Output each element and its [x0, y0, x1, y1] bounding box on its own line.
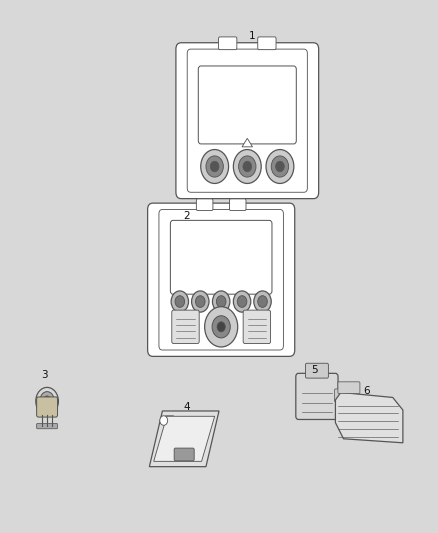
- Text: 2: 2: [183, 211, 190, 221]
- FancyBboxPatch shape: [37, 423, 57, 429]
- FancyBboxPatch shape: [196, 199, 213, 211]
- Circle shape: [271, 156, 289, 177]
- Circle shape: [233, 291, 251, 312]
- Text: 3: 3: [42, 370, 48, 380]
- FancyBboxPatch shape: [170, 220, 272, 294]
- Polygon shape: [242, 139, 253, 147]
- Circle shape: [239, 156, 256, 177]
- Circle shape: [206, 156, 223, 177]
- FancyBboxPatch shape: [172, 310, 199, 344]
- FancyBboxPatch shape: [335, 389, 343, 402]
- Circle shape: [266, 150, 294, 183]
- FancyBboxPatch shape: [159, 209, 283, 350]
- FancyBboxPatch shape: [230, 199, 246, 211]
- Circle shape: [40, 392, 54, 409]
- Circle shape: [212, 316, 230, 338]
- FancyBboxPatch shape: [219, 37, 237, 50]
- FancyBboxPatch shape: [37, 397, 57, 417]
- Circle shape: [212, 291, 230, 312]
- FancyBboxPatch shape: [296, 373, 338, 419]
- Polygon shape: [154, 416, 215, 462]
- Circle shape: [201, 150, 229, 183]
- FancyBboxPatch shape: [198, 66, 296, 144]
- Circle shape: [276, 161, 284, 172]
- Circle shape: [243, 161, 252, 172]
- Circle shape: [191, 291, 209, 312]
- FancyBboxPatch shape: [176, 43, 319, 199]
- Circle shape: [160, 416, 168, 425]
- FancyBboxPatch shape: [174, 448, 194, 461]
- Text: 4: 4: [183, 402, 190, 412]
- Circle shape: [217, 322, 225, 332]
- Circle shape: [195, 296, 205, 308]
- FancyBboxPatch shape: [243, 310, 271, 344]
- Text: 5: 5: [311, 365, 318, 375]
- Circle shape: [216, 296, 226, 308]
- Circle shape: [44, 396, 50, 405]
- Circle shape: [254, 291, 271, 312]
- FancyBboxPatch shape: [305, 364, 328, 378]
- Circle shape: [171, 291, 188, 312]
- Circle shape: [36, 387, 58, 415]
- Circle shape: [233, 150, 261, 183]
- Text: 6: 6: [364, 386, 370, 396]
- FancyBboxPatch shape: [187, 49, 307, 192]
- Polygon shape: [336, 392, 403, 443]
- FancyBboxPatch shape: [338, 382, 360, 393]
- Circle shape: [205, 306, 238, 347]
- Circle shape: [237, 296, 247, 308]
- FancyBboxPatch shape: [258, 37, 276, 50]
- Polygon shape: [149, 411, 219, 467]
- Circle shape: [175, 296, 185, 308]
- Circle shape: [210, 161, 219, 172]
- Text: 1: 1: [248, 31, 255, 41]
- Circle shape: [258, 296, 267, 308]
- FancyBboxPatch shape: [148, 203, 295, 357]
